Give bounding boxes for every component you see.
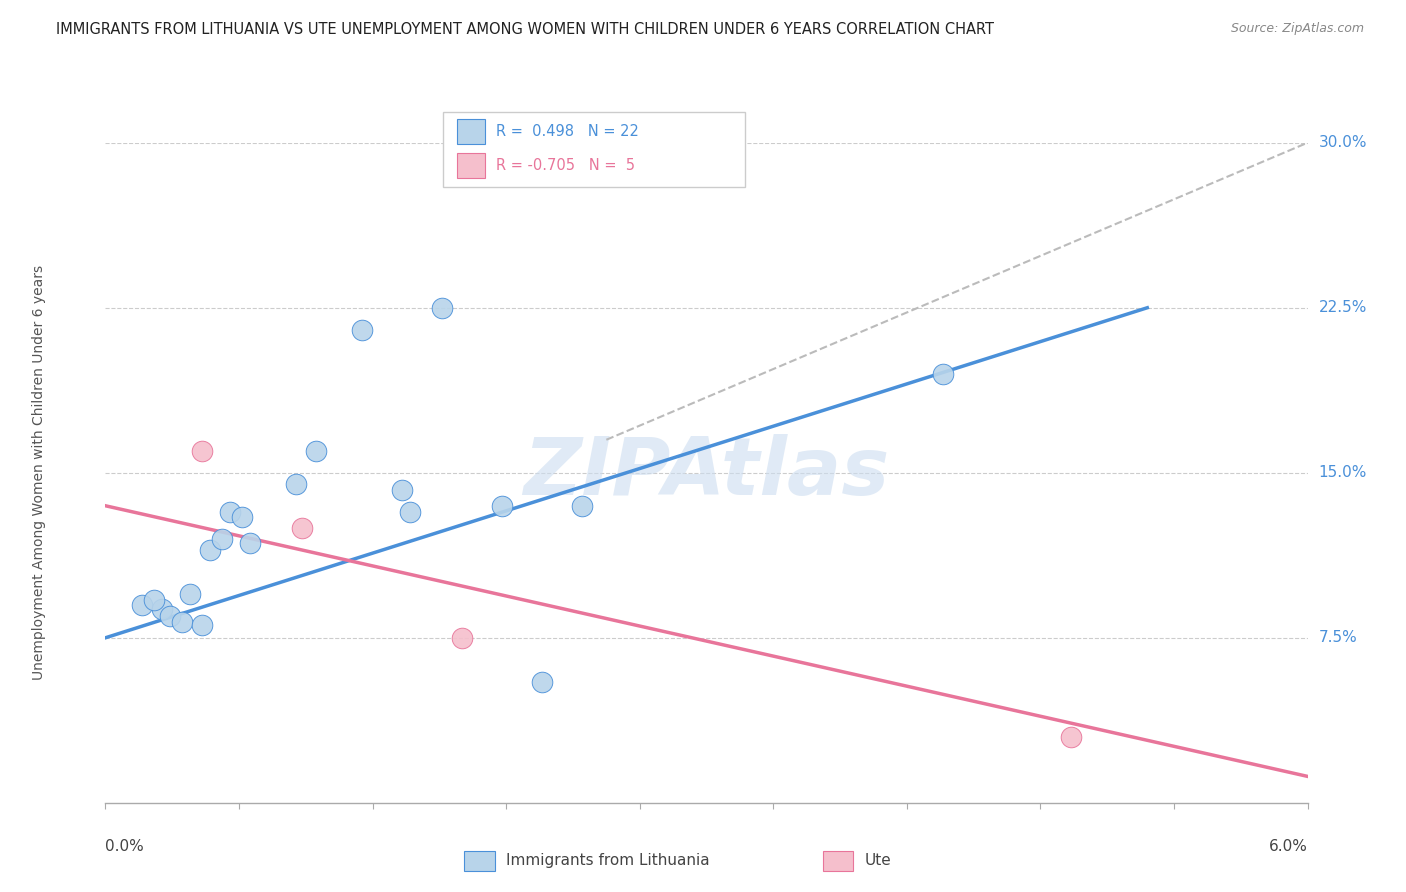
Point bbox=[305, 443, 328, 458]
Text: 6.0%: 6.0% bbox=[1268, 839, 1308, 855]
Text: Immigrants from Lithuania: Immigrants from Lithuania bbox=[506, 854, 710, 868]
Point bbox=[179, 587, 201, 601]
Text: R =  0.498   N = 22: R = 0.498 N = 22 bbox=[496, 124, 640, 138]
Point bbox=[190, 443, 212, 458]
Text: IMMIGRANTS FROM LITHUANIA VS UTE UNEMPLOYMENT AMONG WOMEN WITH CHILDREN UNDER 6 : IMMIGRANTS FROM LITHUANIA VS UTE UNEMPLO… bbox=[56, 22, 994, 37]
Point bbox=[350, 323, 373, 337]
Text: 30.0%: 30.0% bbox=[1319, 136, 1367, 150]
Point bbox=[190, 617, 212, 632]
Point bbox=[211, 532, 233, 546]
Text: 15.0%: 15.0% bbox=[1319, 466, 1367, 480]
Point bbox=[198, 542, 221, 557]
Text: ZIPAtlas: ZIPAtlas bbox=[523, 434, 890, 512]
Point bbox=[170, 615, 193, 630]
Point bbox=[159, 608, 181, 623]
Text: Source: ZipAtlas.com: Source: ZipAtlas.com bbox=[1230, 22, 1364, 36]
Point bbox=[150, 602, 173, 616]
Point bbox=[571, 499, 593, 513]
Point bbox=[284, 476, 307, 491]
Point bbox=[932, 367, 955, 381]
Point bbox=[451, 631, 474, 645]
Text: Unemployment Among Women with Children Under 6 years: Unemployment Among Women with Children U… bbox=[32, 265, 46, 681]
Point bbox=[231, 509, 253, 524]
Point bbox=[1060, 730, 1083, 744]
Text: 0.0%: 0.0% bbox=[105, 839, 145, 855]
Point bbox=[391, 483, 413, 498]
Point bbox=[218, 505, 240, 519]
Text: R = -0.705   N =  5: R = -0.705 N = 5 bbox=[496, 158, 636, 172]
Point bbox=[142, 593, 165, 607]
Point bbox=[491, 499, 513, 513]
Point bbox=[399, 505, 422, 519]
Point bbox=[531, 674, 554, 689]
Point bbox=[239, 536, 262, 550]
Text: Ute: Ute bbox=[865, 854, 891, 868]
Text: 22.5%: 22.5% bbox=[1319, 301, 1367, 315]
Point bbox=[291, 521, 314, 535]
Point bbox=[131, 598, 153, 612]
Point bbox=[430, 301, 453, 315]
Text: 7.5%: 7.5% bbox=[1319, 631, 1357, 645]
